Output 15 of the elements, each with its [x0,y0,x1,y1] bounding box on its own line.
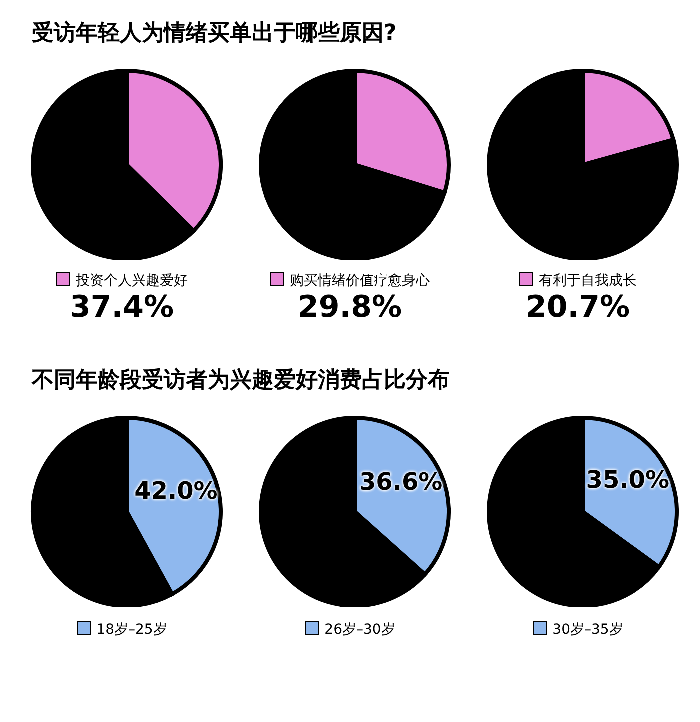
legend-label: 投资个人兴趣爱好 [75,272,189,290]
legend-label: 18岁–25岁 [96,621,168,639]
legend-label: 有利于自我成长 [538,272,638,290]
data-label: 37.4% [70,290,174,325]
pie-slice [259,69,447,260]
data-label: 42.0% [134,477,218,506]
legend-label: 30岁–35岁 [552,621,624,639]
data-label: 29.8% [298,290,402,325]
chart-title: 不同年龄段受访者为兴趣爱好消费占比分布 [30,366,451,395]
legend-label: 购买情绪价值疗愈身心 [289,272,431,290]
chart-title: 受访年轻人为情绪买单出于哪些原因? [31,20,398,48]
data-label: 36.6% [359,468,443,496]
data-label: 35.0% [586,466,670,494]
data-label: 20.7% [526,290,630,325]
legend-label: 26岁–30岁 [324,621,396,639]
